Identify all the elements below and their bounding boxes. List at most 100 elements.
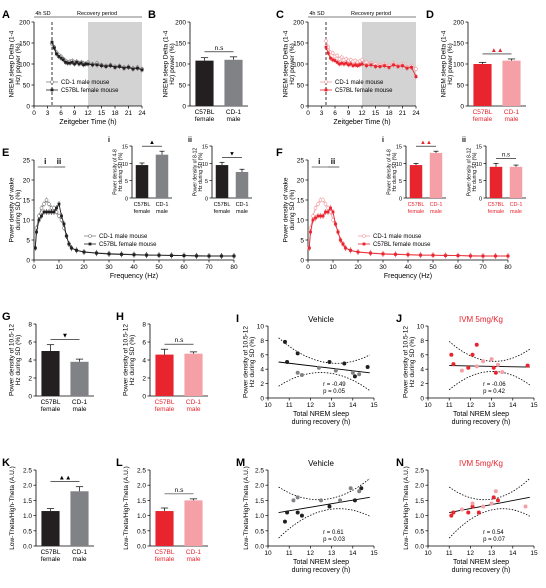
scatter-point bbox=[493, 489, 498, 494]
y-tick-label: 5 bbox=[205, 179, 208, 185]
x-tick-label: 12 bbox=[84, 110, 92, 117]
y-tick-label: 0 bbox=[479, 197, 482, 203]
y-tick-label: 0 bbox=[182, 104, 186, 111]
stat-p: p = 0.42 bbox=[483, 389, 506, 395]
data-point bbox=[314, 216, 317, 220]
data-point bbox=[387, 65, 391, 69]
x-tick-label: 21 bbox=[125, 110, 133, 117]
recovery-label: Recovery period bbox=[351, 11, 391, 17]
y-tick-label: 4 bbox=[420, 367, 424, 374]
x-tick-label: 60 bbox=[454, 264, 462, 271]
data-point bbox=[33, 246, 37, 250]
scatter-point bbox=[342, 361, 347, 366]
scatter-point bbox=[352, 374, 357, 379]
data-point bbox=[336, 230, 340, 234]
x-tick-label: 0 bbox=[306, 110, 310, 117]
scatter-point bbox=[466, 510, 471, 515]
panel-label-L: L bbox=[116, 457, 123, 469]
data-point bbox=[107, 252, 111, 256]
y-tick-label: 5 bbox=[300, 238, 304, 245]
x-tick-label: 6 bbox=[59, 110, 63, 117]
panel-label-I: I bbox=[236, 313, 239, 325]
x-tick-label: 10 bbox=[424, 402, 432, 409]
y-axis-label-line: Hz during SD (%) bbox=[409, 337, 416, 388]
data-point bbox=[360, 57, 364, 62]
y-tick-label: 200 bbox=[19, 20, 30, 27]
bar bbox=[224, 59, 243, 106]
x-tick-label: 40 bbox=[130, 264, 138, 271]
x-tick-label: 3 bbox=[46, 110, 50, 117]
panel-title: Vehicle bbox=[308, 315, 334, 324]
y-axis-label-text: Power density of 10.5-12Hz during SD (%) bbox=[122, 324, 136, 396]
y-tick-label: 0 bbox=[142, 394, 146, 401]
x-tick-label: 12 bbox=[358, 110, 366, 117]
x-tick-label: 13 bbox=[328, 550, 336, 557]
data-point bbox=[339, 55, 344, 60]
x-tick-label: 24 bbox=[412, 110, 420, 117]
y-axis-label-line: Power density of 8-12 bbox=[193, 148, 199, 197]
x-tick-label: 80 bbox=[230, 264, 238, 271]
data-point bbox=[369, 63, 373, 67]
y-tick-label: 2.5 bbox=[137, 468, 146, 475]
y-tick-label: 15 bbox=[23, 198, 31, 205]
data-point bbox=[62, 222, 66, 226]
y-tick-label: 10 bbox=[257, 324, 265, 331]
category-label: female bbox=[214, 209, 231, 215]
x-tick-label: 50 bbox=[429, 264, 437, 271]
significance-mark: ▲▲ bbox=[420, 140, 432, 146]
data-point bbox=[313, 206, 318, 210]
y-tick-label: 2.0 bbox=[137, 483, 146, 490]
category-label: C57BL bbox=[41, 399, 61, 406]
y-tick-label: 200 bbox=[175, 20, 186, 27]
y-axis-label-line: Hz during SD (%) bbox=[118, 152, 124, 191]
data-point bbox=[311, 218, 315, 222]
y-axis-label-line: Hz during SD (%) bbox=[198, 152, 204, 191]
scatter-point bbox=[451, 510, 456, 515]
scatter-point bbox=[489, 357, 494, 362]
data-point bbox=[481, 254, 485, 258]
data-point bbox=[113, 65, 117, 69]
y-axis-label-line: Low-Theta/High-Theta (A.U.) bbox=[403, 466, 410, 549]
x-tick-label: 14 bbox=[349, 402, 357, 409]
data-point bbox=[50, 210, 53, 214]
y-axis-label-text: Low-Theta/High-Theta (A.U.) bbox=[243, 466, 250, 549]
y-tick-label: 1.0 bbox=[415, 513, 424, 520]
scatter-point bbox=[299, 372, 304, 377]
data-point bbox=[66, 61, 70, 65]
category-label: C57BL bbox=[214, 202, 231, 208]
y-axis-label: Power density of 4-8Hz during SD (%) bbox=[387, 149, 398, 195]
y-tick-label: 6 bbox=[420, 352, 424, 359]
y-tick-label: 10 bbox=[23, 218, 31, 225]
category-label: female bbox=[195, 116, 215, 123]
y-tick-label: 0 bbox=[260, 396, 264, 403]
y-axis-label: Power density of wakeduring SD (%) bbox=[282, 177, 296, 242]
x-tick-label: 18 bbox=[111, 110, 119, 117]
y-tick-label: 0.0 bbox=[415, 544, 424, 551]
significance-mark: n.s bbox=[215, 45, 224, 52]
bar bbox=[70, 361, 89, 396]
y-tick-label: 2 bbox=[420, 381, 424, 388]
y-axis-label: Power density of 8-12Hz during SD (%) bbox=[193, 148, 204, 197]
x-tick-label: 0 bbox=[32, 264, 36, 271]
y-tick-label: 20 bbox=[23, 178, 31, 185]
y-axis-label-line: Hz during SD (%) bbox=[392, 152, 398, 191]
y-axis-label-line: Hz during SD (%) bbox=[472, 152, 478, 191]
y-axis-label-line: Low-Theta/High-Theta (A.U.) bbox=[123, 466, 130, 549]
legend-entry: CD-1 male mouse bbox=[99, 234, 148, 240]
y-axis-label-line: Low-Theta/High-Theta (A.U.) bbox=[9, 466, 16, 549]
y-tick-label: 1.0 bbox=[137, 513, 146, 520]
legend-marker bbox=[324, 80, 328, 84]
y-tick-label: 6 bbox=[260, 352, 264, 359]
data-point bbox=[344, 61, 348, 65]
data-point bbox=[339, 238, 342, 242]
bar bbox=[155, 354, 174, 396]
y-tick-label: 50 bbox=[23, 83, 31, 90]
confidence-band-lower bbox=[278, 508, 370, 539]
data-point bbox=[349, 62, 353, 66]
data-point bbox=[324, 45, 328, 49]
confidence-band-upper bbox=[448, 341, 530, 362]
x-axis-label: Total NREM sleep bbox=[453, 559, 509, 566]
significance-mark: ▼ bbox=[62, 333, 68, 340]
y-tick-label: 1.0 bbox=[255, 513, 264, 520]
legend-marker bbox=[88, 234, 92, 238]
